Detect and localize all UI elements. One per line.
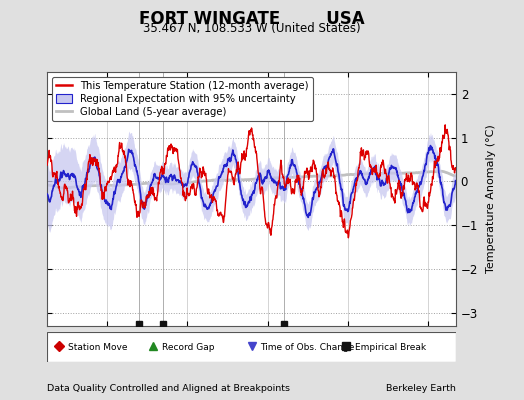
Text: Empirical Break: Empirical Break [355,342,425,352]
Legend: This Temperature Station (12-month average), Regional Expectation with 95% uncer: This Temperature Station (12-month avera… [52,77,313,121]
Text: Data Quality Controlled and Aligned at Breakpoints: Data Quality Controlled and Aligned at B… [47,384,290,393]
FancyBboxPatch shape [47,332,456,362]
Text: Station Move: Station Move [69,342,128,352]
Text: Berkeley Earth: Berkeley Earth [386,384,456,393]
Y-axis label: Temperature Anomaly (°C): Temperature Anomaly (°C) [486,125,496,273]
Text: Record Gap: Record Gap [162,342,215,352]
Text: Time of Obs. Change: Time of Obs. Change [260,342,355,352]
Text: FORT WINGATE        USA: FORT WINGATE USA [139,10,364,28]
Text: 35.467 N, 108.533 W (United States): 35.467 N, 108.533 W (United States) [143,22,361,35]
